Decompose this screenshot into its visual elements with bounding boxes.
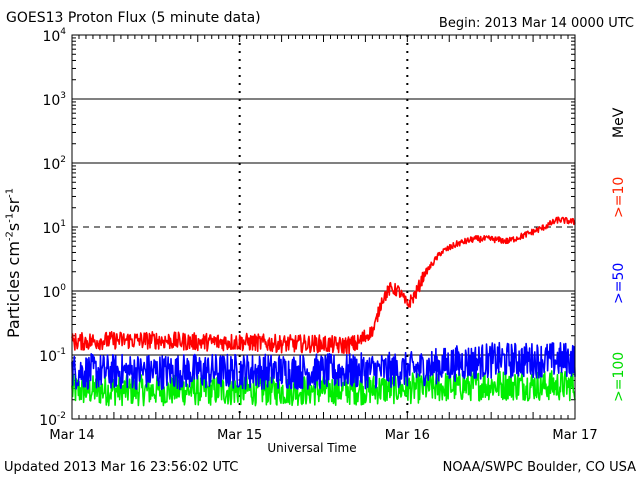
y-tick-label: 10-1 [39,347,66,365]
x-tick-labels: Mar 14 Mar 15 Mar 16 Mar 17 [49,428,597,443]
credit-text: NOAA/SWPC Boulder, CO USA [442,460,636,475]
updated-timestamp: Updated 2013 Mar 16 23:56:02 UTC [4,460,239,475]
legend-10mev: >=10 [611,176,627,218]
chart-series [71,216,576,407]
legend-mev: MeV [611,107,627,138]
series-line [71,216,576,355]
y-tick-label: 10-2 [39,411,66,429]
y-tick-label: 104 [42,27,66,45]
series-line [71,341,576,391]
x-tick-label: Mar 16 [385,428,430,443]
legend-100mev: >=100 [611,351,627,402]
legend-50mev: >=50 [611,262,627,304]
y-tick-label: 101 [42,219,66,237]
y-tick-labels: 10-2 10-1 100 101 102 103 104 [39,27,66,429]
x-tick-label: Mar 14 [49,428,94,443]
y-axis-label: Particles cm-2s-1sr-1 [4,187,23,338]
chart-title: GOES13 Proton Flux (5 minute data) [6,10,261,26]
x-axis-label: Universal Time [267,441,357,455]
x-tick-label: Mar 17 [552,428,597,443]
begin-time: Begin: 2013 Mar 14 0000 UTC [438,16,634,31]
plot-frame [71,34,576,420]
y-tick-label: 100 [42,283,66,301]
y-tick-label: 102 [42,155,66,173]
y-tick-label: 103 [42,91,66,109]
x-tick-label: Mar 15 [217,428,262,443]
